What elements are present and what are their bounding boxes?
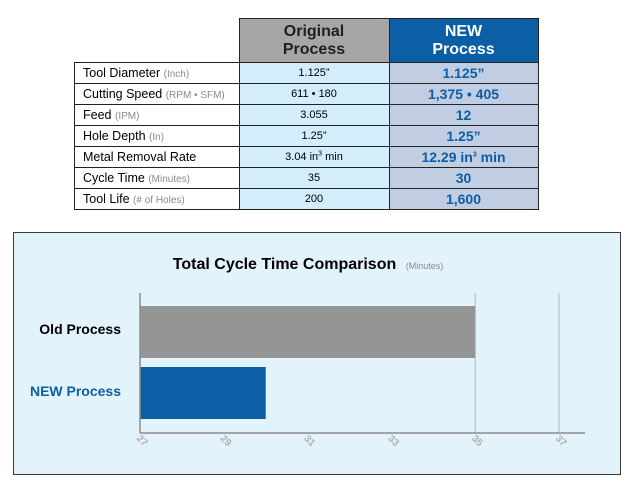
row-unit: (In) — [149, 132, 165, 143]
chart-title-unit: (Minutes) — [406, 261, 444, 271]
table-row-hole-depth: Hole Depth (In) 1.25” 1.25” — [74, 125, 539, 147]
row-unit: (Inch) — [163, 69, 190, 80]
row-label: Cutting Speed — [83, 87, 163, 101]
x-tick-label-5: 37 — [553, 433, 569, 449]
original-value: 1.125” — [238, 62, 390, 84]
original-value: 611 • 180 — [238, 83, 390, 105]
header-new-line1: NEW — [444, 22, 483, 40]
header-original-process: Original Process — [238, 18, 390, 63]
bar-0 — [140, 306, 476, 358]
category-label-0: Old Process — [39, 321, 121, 337]
row-label-cell: Tool Life (# of Holes) — [74, 188, 240, 210]
new-value-exponent: 3 — [472, 151, 477, 159]
category-labels: Old Process NEW Process — [30, 321, 121, 399]
category-label-1: NEW Process — [30, 383, 121, 399]
original-value-exponent: 3 — [318, 150, 323, 158]
row-label: Tool Life — [83, 192, 130, 206]
gridlines — [474, 293, 560, 433]
chart-panel: Total Cycle Time Comparison (Minutes) 27… — [13, 232, 621, 475]
table-row-cycle-time: Cycle Time (Minutes) 35 30 — [74, 167, 539, 189]
x-tick-label-1: 29 — [218, 433, 234, 449]
axes — [139, 293, 585, 434]
original-value: 35 — [238, 167, 390, 189]
table-corner — [75, 19, 240, 63]
row-label: Metal Removal Rate — [83, 150, 197, 164]
table-row-feed: Feed (IPM) 3.055 12 — [74, 104, 539, 126]
table-row-cutting-speed: Cutting Speed (RPM • SFM) 611 • 180 1,37… — [74, 83, 539, 105]
x-tick-label-0: 27 — [134, 433, 150, 449]
original-value: 3.04 in3 min — [238, 146, 390, 168]
row-unit: (Minutes) — [148, 174, 190, 185]
row-label-cell: Metal Removal Rate — [74, 146, 240, 168]
bar-chart: Total Cycle Time Comparison (Minutes) 27… — [30, 256, 585, 449]
chart-title: Total Cycle Time Comparison — [173, 256, 396, 273]
header-new-line2: Process — [432, 40, 495, 58]
table-header-row: Original Process NEW Process — [75, 18, 539, 63]
row-label-cell: Cycle Time (Minutes) — [74, 167, 240, 189]
new-value: 1,375 • 405 — [388, 83, 539, 105]
row-label-cell: Hole Depth (In) — [74, 125, 240, 147]
comparison-table: Original Process NEW Process Tool Diamet… — [74, 18, 539, 210]
original-value-main: 3.04 in — [285, 151, 319, 163]
new-value: 1.125” — [388, 62, 539, 84]
header-original-line2: Process — [282, 40, 346, 58]
new-value: 12.29 in3 min — [388, 146, 539, 168]
new-value: 30 — [388, 167, 539, 189]
chart-title-group: Total Cycle Time Comparison (Minutes) — [173, 256, 443, 273]
row-label: Hole Depth — [83, 129, 146, 143]
row-unit: (# of Holes) — [133, 195, 185, 206]
row-label: Tool Diameter — [83, 66, 161, 80]
new-value: 1.25” — [388, 125, 539, 147]
new-value: 12 — [388, 104, 539, 126]
original-value-suffix: min — [322, 151, 343, 163]
new-value-main: 12.29 in — [421, 149, 473, 165]
row-label-cell: Cutting Speed (RPM • SFM) — [74, 83, 240, 105]
original-value: 3.055 — [238, 104, 390, 126]
header-original-line1: Original — [283, 22, 345, 40]
table-row-tool-life: Tool Life (# of Holes) 200 1,600 — [74, 188, 539, 210]
original-value: 200 — [238, 188, 390, 210]
x-tick-label-2: 31 — [301, 433, 317, 449]
new-value-suffix: min — [476, 149, 506, 165]
bar-1 — [140, 367, 266, 419]
new-value: 1,600 — [388, 188, 539, 210]
header-new-process: NEW Process — [388, 18, 539, 63]
x-tick-labels: 27 29 31 33 35 37 — [134, 433, 569, 449]
row-label: Feed — [83, 108, 112, 122]
row-label: Cycle Time — [83, 171, 145, 185]
row-label-cell: Tool Diameter (Inch) — [74, 62, 240, 84]
row-label-cell: Feed (IPM) — [74, 104, 240, 126]
table-row-metal-removal-rate: Metal Removal Rate 3.04 in3 min 12.29 in… — [74, 146, 539, 168]
table-row-tool-diameter: Tool Diameter (Inch) 1.125” 1.125” — [74, 62, 539, 84]
bars — [140, 306, 476, 419]
x-tick-label-4: 35 — [469, 433, 485, 449]
row-unit: (RPM • SFM) — [165, 90, 225, 101]
x-tick-label-3: 33 — [385, 433, 401, 449]
original-value: 1.25” — [238, 125, 390, 147]
row-unit: (IPM) — [114, 111, 140, 122]
